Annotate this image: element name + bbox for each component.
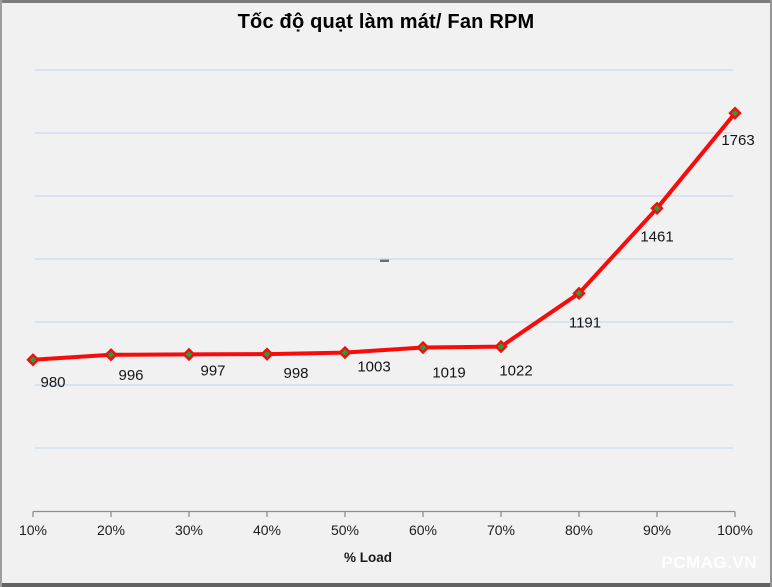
data-point-label: 997: [200, 362, 225, 379]
x-tick-label: 50%: [331, 522, 359, 538]
data-point-label: 1003: [357, 359, 390, 376]
data-point-marker: [494, 339, 508, 354]
data-point-marker: [572, 286, 586, 301]
x-tick-label: 10%: [19, 522, 47, 538]
data-point-marker: [338, 345, 352, 360]
data-point-label: 1019: [432, 365, 465, 382]
x-tick-label: 60%: [409, 522, 437, 538]
data-point-marker: [104, 348, 118, 362]
panel-border-bottom: [0, 583, 772, 587]
x-tick-label: 30%: [175, 522, 203, 538]
data-point-label: 998: [283, 365, 308, 382]
data-point-label: 1022: [499, 363, 532, 380]
data-point-label: 1191: [569, 314, 601, 331]
watermark-text: PCMAG.VN: [661, 553, 757, 572]
data-point-marker: [26, 353, 40, 367]
data-point-marker: [728, 106, 742, 120]
series-line: [31, 111, 737, 362]
x-tick-label: 100%: [717, 522, 753, 538]
data-point-marker: [416, 340, 430, 355]
x-tick-label: 20%: [97, 522, 125, 538]
x-axis-title: % Load: [343, 550, 392, 565]
data-point-marker: [182, 347, 196, 362]
panel-border-top: [0, 0, 772, 3]
panel-border-left: [0, 0, 2, 587]
x-tick-label: 40%: [253, 522, 281, 538]
data-point-label: 1461: [640, 228, 673, 245]
x-tick-label: 90%: [643, 522, 671, 538]
data-point-label: 1763: [721, 132, 754, 149]
data-point-label: 996: [118, 367, 143, 384]
data-point-label: 980: [40, 374, 65, 391]
panel-border-right: [770, 0, 772, 587]
x-tick-label: 80%: [565, 522, 593, 538]
data-point-marker: [260, 347, 274, 361]
chart-title: Tốc độ quạt làm mát/ Fan RPM: [237, 11, 535, 33]
small-dash-artifact: [380, 259, 389, 262]
data-point-marker: [650, 201, 664, 215]
x-tick-label: 70%: [487, 522, 515, 538]
